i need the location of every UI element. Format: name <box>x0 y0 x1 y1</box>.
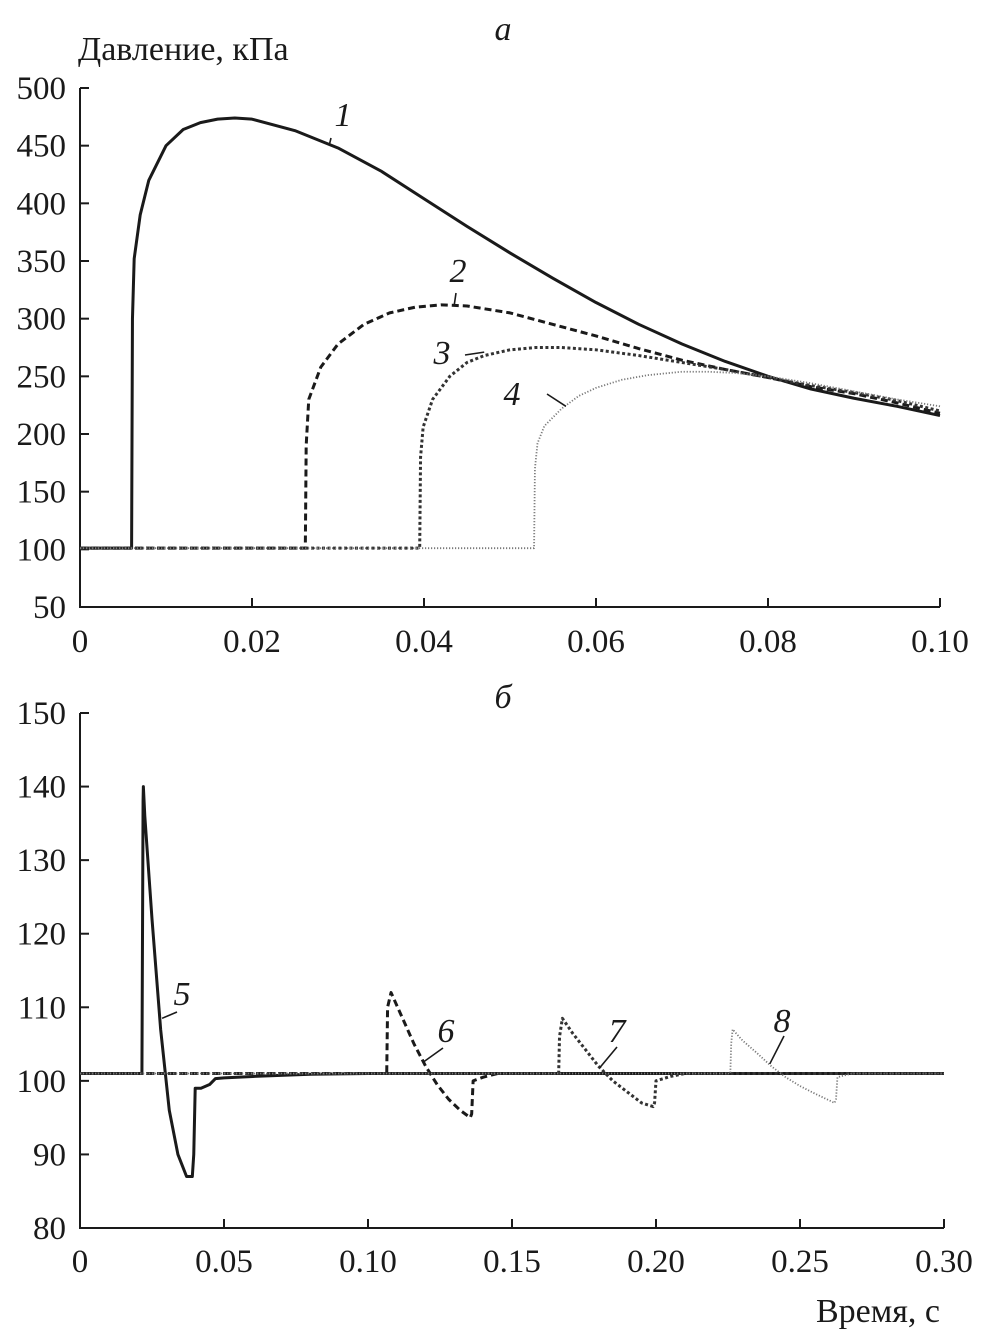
axis-frame <box>79 713 944 1229</box>
series-label-4: 4 <box>504 376 521 413</box>
x-tick-label: 0.08 <box>739 624 797 660</box>
series-leader-4 <box>546 393 567 407</box>
x-tick-label: 0.30 <box>915 1244 973 1280</box>
panel-letter: б <box>494 679 513 716</box>
x-tick-label: 0.10 <box>339 1244 397 1280</box>
series-line-6 <box>80 991 944 1120</box>
y-tick-label: 450 <box>17 129 67 165</box>
y-tick-label: 200 <box>17 417 67 453</box>
y-axis-title: Давление, кПа <box>78 31 289 68</box>
series-label-3: 3 <box>433 335 451 372</box>
series-label-6: 6 <box>438 1013 455 1050</box>
x-tick-label: 0.02 <box>223 624 281 660</box>
series-leader-7 <box>599 1046 618 1069</box>
panel-b: 80 90 100 110 120 130 140 150 0 0.05 0.10 0.15 0.20 0… <box>17 679 973 1330</box>
series-line-7 <box>80 1016 944 1109</box>
x-tick-label: 0.15 <box>483 1244 541 1280</box>
series-leader-1 <box>328 137 332 145</box>
y-tick-label: 300 <box>17 302 67 338</box>
y-tick-label: 100 <box>17 1064 67 1100</box>
x-tick-label: 0.04 <box>395 624 453 660</box>
series-line-8 <box>80 1028 944 1104</box>
axis-frame <box>79 88 940 608</box>
series-label-8: 8 <box>774 1003 791 1040</box>
y-tick-label: 100 <box>17 532 67 568</box>
x-tick-label: 0.20 <box>627 1244 685 1280</box>
y-tick-label: 500 <box>17 71 67 107</box>
series-leader-8 <box>769 1035 785 1065</box>
series-leader-6 <box>422 1047 444 1064</box>
series-leader-5 <box>161 1011 178 1020</box>
y-tick-label: 140 <box>17 770 67 806</box>
panel-a: 50 100 150 200 250 300 350 400 450 500 0 0.02 0.04 0.… <box>17 11 969 660</box>
series-leader-2 <box>453 292 457 307</box>
panel-letter: а <box>495 11 512 48</box>
series-label-7: 7 <box>609 1013 628 1050</box>
series-label-2: 2 <box>450 253 467 290</box>
x-tick-label: 0 <box>72 1244 89 1280</box>
series-line-2 <box>80 303 941 550</box>
x-tick-label: 0 <box>72 624 89 660</box>
y-tick-label: 130 <box>17 843 67 879</box>
y-tick-label: 80 <box>33 1211 66 1247</box>
series-label-1: 1 <box>335 97 352 134</box>
x-tick-label: 0.10 <box>911 624 969 660</box>
x-tick-label: 0.25 <box>771 1244 829 1280</box>
series-line-1 <box>80 116 941 550</box>
y-tick-label: 150 <box>17 475 67 511</box>
x-axis-title: Время, с <box>816 1293 940 1330</box>
y-tick-label: 50 <box>33 590 66 626</box>
series-label-5: 5 <box>174 976 191 1013</box>
y-tick-label: 120 <box>17 917 67 953</box>
x-tick-label: 0.06 <box>567 624 625 660</box>
y-tick-label: 110 <box>18 990 66 1026</box>
y-tick-label: 400 <box>17 186 67 222</box>
y-tick-label: 350 <box>17 244 67 280</box>
y-tick-label: 90 <box>33 1137 66 1173</box>
series-line-4 <box>80 370 941 550</box>
series-line-5 <box>80 785 944 1178</box>
series-leader-3 <box>464 351 485 356</box>
y-tick-label: 150 <box>17 696 67 732</box>
x-tick-label: 0.05 <box>195 1244 253 1280</box>
series-line-3 <box>80 346 941 550</box>
y-tick-label: 250 <box>17 359 67 395</box>
